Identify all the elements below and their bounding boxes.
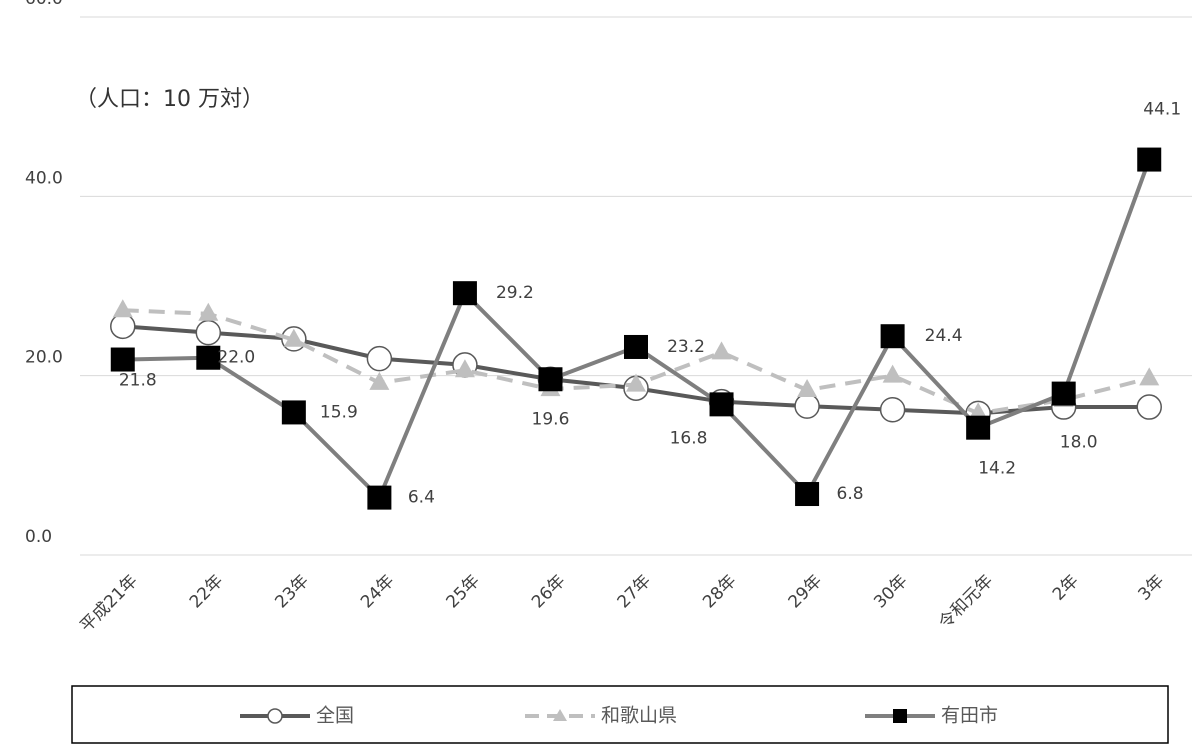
data-label: 21.8 — [119, 371, 157, 391]
legend-marker — [893, 709, 907, 723]
x-tick-label: 29年 — [785, 571, 826, 612]
data-label: 16.8 — [670, 428, 708, 448]
marker — [794, 393, 820, 419]
marker — [110, 313, 136, 340]
marker — [624, 334, 648, 359]
series — [112, 299, 1160, 421]
series — [110, 147, 1162, 510]
x-tick-label: 25年 — [443, 571, 484, 612]
x-tick-label: 27年 — [614, 571, 655, 612]
data-label: 18.0 — [1060, 433, 1098, 453]
data-label: 6.8 — [837, 484, 864, 504]
marker — [795, 482, 820, 507]
marker — [281, 400, 306, 425]
marker — [1139, 367, 1160, 386]
marker — [195, 319, 222, 346]
marker — [711, 341, 732, 360]
data-label: 19.6 — [532, 409, 570, 429]
legend-marker — [267, 708, 283, 724]
marker — [1136, 394, 1162, 420]
x-tick-label: 26年 — [528, 571, 569, 612]
data-label: 24.4 — [925, 326, 963, 346]
marker — [626, 373, 646, 392]
marker — [367, 485, 392, 510]
y-tick-label: 60.0 — [25, 0, 63, 9]
x-tick-label: 23年 — [271, 571, 312, 612]
x-tick-label: 28年 — [699, 571, 740, 612]
data-label: 29.2 — [496, 283, 534, 303]
legend-marker — [553, 709, 567, 721]
marker — [966, 415, 991, 440]
x-tick-label: 平成21年 — [76, 571, 142, 637]
series-line — [122, 158, 1152, 502]
marker — [366, 345, 393, 372]
y-tick-label: 40.0 — [25, 168, 63, 188]
marker — [797, 379, 818, 398]
data-label: 6.4 — [408, 488, 435, 508]
annotation: （人口：10 万対） — [75, 87, 264, 112]
marker — [198, 302, 219, 321]
marker — [1051, 381, 1076, 406]
x-tick-label: 令和元年 — [935, 571, 997, 633]
data-label: 15.9 — [320, 402, 358, 422]
marker — [196, 345, 221, 370]
marker — [882, 364, 903, 383]
x-tick-label: 30年 — [870, 571, 911, 612]
x-tick-label: 22年 — [186, 571, 227, 612]
x-tick-label: 24年 — [357, 571, 398, 612]
data-label: 44.1 — [1143, 100, 1181, 120]
legend-label: 有田市 — [941, 705, 998, 727]
marker — [283, 328, 304, 347]
marker — [879, 396, 906, 423]
marker — [454, 359, 475, 378]
marker — [1137, 147, 1162, 172]
legend-label: 和歌山県 — [601, 705, 677, 727]
data-label: 14.2 — [978, 459, 1016, 479]
marker — [709, 392, 734, 417]
data-label: 22.0 — [217, 348, 255, 368]
y-tick-label: 0.0 — [25, 527, 52, 547]
marker — [110, 347, 135, 372]
y-tick-label: 20.0 — [25, 348, 63, 368]
marker — [369, 371, 390, 390]
data-label: 23.2 — [667, 337, 705, 357]
x-tick-label: 2年 — [1049, 571, 1083, 605]
marker — [112, 299, 133, 318]
marker — [880, 324, 905, 349]
legend-label: 全国 — [316, 705, 354, 727]
x-tick-label: 3年 — [1134, 571, 1168, 605]
marker — [538, 367, 563, 392]
marker — [452, 281, 477, 306]
